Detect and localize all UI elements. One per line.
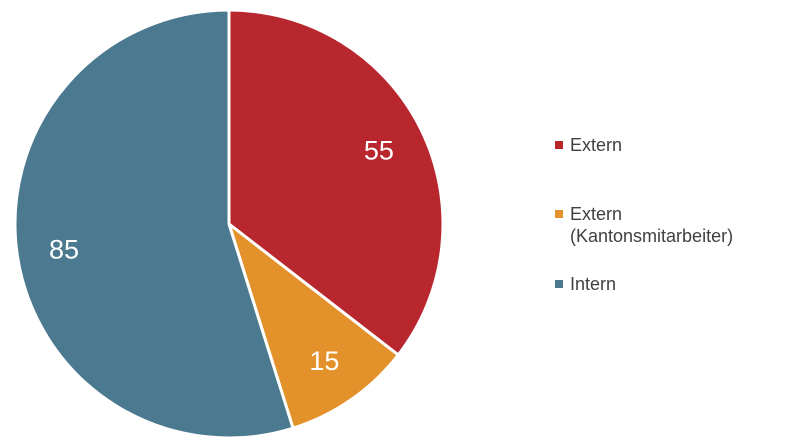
legend-item-extern: Extern xyxy=(555,135,622,155)
slice-value-label-intern: 85 xyxy=(49,234,79,264)
legend-label: Intern xyxy=(570,274,616,294)
slice-value-label-extern-kantonsmitarbeiter: 15 xyxy=(309,346,339,376)
pie-slice-extern-kantonsmitarbeiter xyxy=(227,222,400,430)
legend: Extern Extern (Kantonsmitarbeiter) Intern xyxy=(555,135,733,294)
slice-value-label-extern: 55 xyxy=(364,136,394,166)
legend-label: Extern (Kantonsmitarbeiter) xyxy=(570,204,733,246)
legend-item-extern-kantonsmitarbeiter: Extern (Kantonsmitarbeiter) xyxy=(555,204,733,246)
pie-value-labels: 55 15 85 xyxy=(49,136,394,377)
legend-label: Extern xyxy=(570,135,622,155)
legend-item-intern: Intern xyxy=(555,274,616,294)
legend-swatch xyxy=(555,141,563,149)
pie-slices xyxy=(13,8,445,440)
legend-swatch xyxy=(555,210,563,218)
pie-slice-extern xyxy=(227,8,445,357)
pie-slice-intern xyxy=(13,8,295,440)
legend-swatch xyxy=(555,280,563,288)
